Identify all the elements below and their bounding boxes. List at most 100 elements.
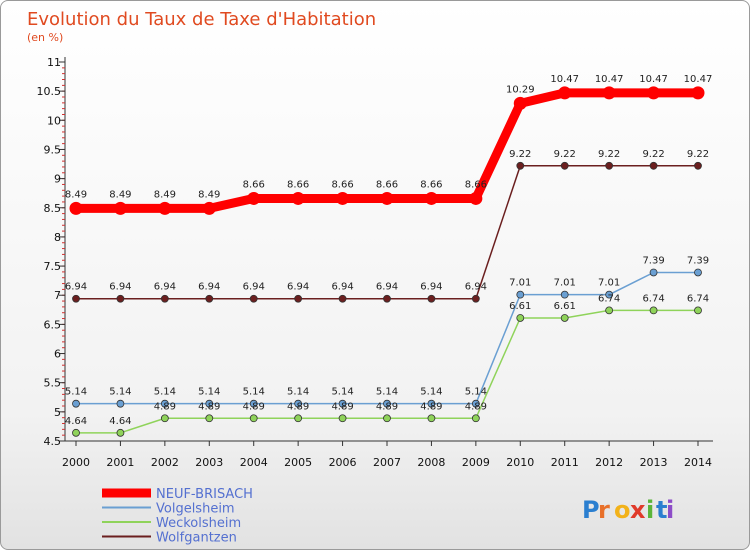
data-point — [294, 294, 303, 303]
data-point — [560, 314, 569, 322]
data-label: 10.47 — [639, 74, 668, 85]
y-tick-label: 5 — [54, 406, 61, 419]
data-point — [338, 399, 347, 408]
data-point — [602, 86, 616, 100]
data-label: 8.49 — [154, 189, 176, 200]
data-point — [516, 161, 525, 170]
logo-letter: x — [630, 496, 646, 524]
y-tick-label: 9 — [54, 173, 61, 186]
data-point — [560, 290, 569, 299]
data-point — [205, 399, 214, 408]
data-point — [694, 306, 702, 315]
data-point — [72, 399, 80, 408]
y-tick-label: 5.5 — [44, 377, 62, 390]
data-label: 9.22 — [687, 149, 709, 160]
series-layer — [69, 86, 705, 437]
data-label: 6.94 — [154, 282, 176, 293]
data-labels: 6.94 6.94 6.94 6.94 6.94 6.94 6.94 6.94 6.94 6.94… — [65, 74, 712, 427]
x-tick-label: 2011 — [551, 456, 579, 469]
data-point — [605, 290, 614, 299]
data-label: 7.39 — [642, 255, 664, 266]
data-point — [558, 86, 572, 100]
data-label: 4.89 — [465, 401, 487, 412]
data-point — [427, 294, 436, 303]
logo-letter: o — [614, 496, 631, 524]
axes: 4.5 5 5.5 6 6.5 7 7.5 8 8.5 9 9.5 10 10.5 11 2000 2001 2… — [37, 56, 713, 469]
data-point — [471, 414, 480, 423]
data-label: 9.22 — [642, 149, 664, 160]
data-point — [291, 191, 305, 205]
x-tick-label: 2010 — [506, 456, 534, 469]
data-label: 8.66 — [287, 179, 309, 190]
data-point — [72, 294, 80, 303]
data-label: 4.89 — [287, 401, 309, 412]
data-label: 9.22 — [554, 149, 576, 160]
data-label: 6.94 — [243, 282, 265, 293]
y-tick-label: 8.5 — [44, 202, 62, 215]
data-point — [160, 414, 169, 423]
data-label: 6.74 — [598, 293, 620, 304]
data-label: 6.94 — [198, 282, 220, 293]
data-label: 6.74 — [642, 293, 664, 304]
data-label: 8.49 — [109, 189, 131, 200]
data-point — [338, 294, 347, 303]
y-tick-label: 8 — [54, 231, 61, 244]
data-label: 4.89 — [243, 401, 265, 412]
data-label: 8.49 — [65, 189, 87, 200]
data-label: 8.49 — [198, 189, 220, 200]
proxiti-logo: Pr o x i ti — [582, 496, 674, 524]
data-label: 9.22 — [598, 149, 620, 160]
data-label: 10.47 — [595, 74, 624, 85]
data-point — [694, 161, 702, 170]
data-point — [516, 290, 525, 299]
data-label: 5.14 — [465, 387, 487, 398]
y-tick-label: 7 — [54, 289, 61, 302]
data-point — [205, 294, 214, 303]
x-tick-label: 2002 — [151, 456, 179, 469]
data-label: 10.47 — [684, 74, 713, 85]
data-point — [694, 268, 702, 277]
data-label: 6.61 — [554, 301, 576, 312]
data-point — [69, 201, 83, 215]
logo-letter: P — [582, 496, 600, 524]
data-label: 8.66 — [331, 179, 353, 190]
data-point — [560, 161, 569, 170]
data-point — [202, 201, 216, 215]
y-tick-label: 6.5 — [44, 318, 62, 331]
x-tick-label: 2005 — [284, 456, 312, 469]
y-tick-label: 9.5 — [44, 143, 62, 156]
logo-letter: i — [646, 496, 654, 524]
data-label: 6.94 — [287, 282, 309, 293]
data-label: 8.66 — [420, 179, 442, 190]
x-tick-label: 2008 — [417, 456, 445, 469]
data-point — [160, 294, 169, 303]
y-tick-label: 6 — [54, 348, 61, 361]
data-point — [649, 161, 658, 170]
data-point — [427, 399, 436, 408]
data-point — [338, 414, 347, 423]
data-point — [427, 414, 436, 423]
data-point — [249, 414, 258, 423]
logo-letter: i — [666, 496, 674, 524]
data-point — [383, 294, 391, 303]
data-point — [649, 306, 658, 315]
data-label: 8.66 — [465, 179, 487, 190]
data-label: 8.66 — [376, 179, 398, 190]
data-label: 8.66 — [243, 179, 265, 190]
data-point — [383, 414, 391, 423]
data-label: 7.01 — [509, 278, 531, 289]
data-label: 7.01 — [598, 278, 620, 289]
data-label: 5.14 — [376, 387, 398, 398]
data-label: 6.94 — [109, 282, 131, 293]
data-label: 4.89 — [198, 401, 220, 412]
data-point — [113, 201, 127, 215]
data-label: 5.14 — [109, 387, 131, 398]
data-point — [294, 414, 303, 423]
data-point — [205, 414, 214, 423]
y-tick-label: 10.5 — [37, 85, 62, 98]
x-tick-label: 2006 — [329, 456, 357, 469]
x-tick-label: 2003 — [195, 456, 223, 469]
data-label: 9.22 — [509, 149, 531, 160]
